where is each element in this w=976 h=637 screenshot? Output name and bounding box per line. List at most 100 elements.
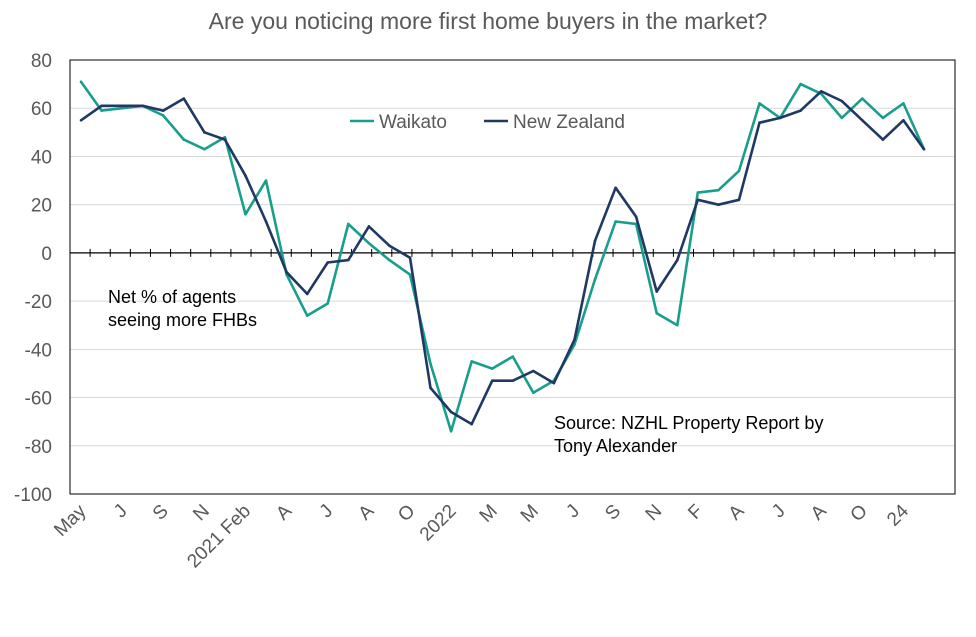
data-point-new-zealand <box>552 381 556 385</box>
data-point-new-zealand <box>511 379 515 382</box>
data-point-waikato <box>696 191 700 194</box>
y-tick-label: -100 <box>14 485 52 506</box>
data-point-waikato <box>429 362 432 366</box>
x-tick-label: A <box>355 500 379 524</box>
zero-axis <box>69 248 956 257</box>
data-point-new-zealand <box>244 174 247 178</box>
series-line-new-zealand <box>80 90 926 426</box>
data-point-new-zealand <box>758 121 761 124</box>
source-annotation-line-2: Tony Alexander <box>554 436 678 456</box>
data-point-new-zealand <box>182 97 186 100</box>
data-point-new-zealand <box>861 118 864 122</box>
data-point-waikato <box>490 367 494 370</box>
data-point-new-zealand <box>614 186 617 190</box>
data-point-waikato <box>840 116 844 120</box>
y-tick-label: -20 <box>25 292 52 313</box>
x-tick-label: A <box>725 500 749 524</box>
data-point-new-zealand <box>840 99 844 103</box>
y-annotation: Net % of agents seeing more FHBs <box>108 286 257 332</box>
data-point-new-zealand <box>141 104 144 108</box>
y-annotation-line-1: Net % of agents <box>108 287 237 307</box>
data-point-new-zealand <box>367 225 371 228</box>
data-point-new-zealand <box>696 198 700 202</box>
series-new-zealand <box>79 90 926 426</box>
legend-label-waikato: Waikato <box>379 112 447 133</box>
x-tick-label: M <box>517 501 543 527</box>
y-tick-label: 60 <box>31 99 52 120</box>
data-point-waikato <box>861 97 864 100</box>
data-point-new-zealand <box>922 147 926 151</box>
chart-title: Are you noticing more first home buyers … <box>208 8 768 34</box>
y-tick-label: -60 <box>25 389 52 410</box>
data-point-new-zealand <box>264 220 268 223</box>
data-point-new-zealand <box>490 379 494 382</box>
data-point-new-zealand <box>655 290 659 293</box>
data-point-new-zealand <box>593 239 597 243</box>
legend: Waikato New Zealand <box>350 112 625 133</box>
data-point-new-zealand <box>346 258 350 262</box>
y-tick-label: 0 <box>41 244 52 265</box>
data-point-new-zealand <box>223 138 227 141</box>
data-point-waikato <box>346 222 350 226</box>
x-tick-label: 2022 <box>416 501 461 546</box>
data-point-waikato <box>100 109 103 112</box>
x-tick-label: S <box>601 501 625 525</box>
data-point-waikato <box>408 273 412 276</box>
data-point-new-zealand <box>79 118 83 122</box>
data-point-waikato <box>532 391 535 395</box>
data-point-waikato <box>79 80 83 83</box>
data-point-new-zealand <box>532 369 535 373</box>
plot-border <box>69 59 956 495</box>
y-axis-ticks: 80 60 40 20 0 -20 -40 -60 -80 -100 <box>14 51 52 506</box>
x-tick-label: O <box>394 501 419 526</box>
x-tick-label: A <box>272 500 296 524</box>
data-point-waikato <box>367 241 371 245</box>
source-annotation-line-1: Source: NZHL Property Report by <box>554 413 824 433</box>
data-point-new-zealand <box>285 270 288 274</box>
data-point-waikato <box>449 430 453 433</box>
x-tick-label: M <box>476 501 502 527</box>
x-tick-label: 24 <box>883 500 913 530</box>
data-point-new-zealand <box>778 116 782 120</box>
x-tick-label: O <box>847 501 872 526</box>
y-tick-label: -80 <box>25 437 52 458</box>
series-lines <box>79 80 926 433</box>
data-point-waikato <box>614 220 617 223</box>
data-point-new-zealand <box>388 244 391 247</box>
x-tick-label: S <box>149 501 173 525</box>
data-point-new-zealand <box>799 109 802 112</box>
data-point-waikato <box>120 106 124 110</box>
data-point-new-zealand <box>161 109 165 112</box>
data-point-waikato <box>717 188 720 192</box>
data-point-new-zealand <box>819 90 823 93</box>
data-point-waikato <box>655 311 659 315</box>
data-point-waikato <box>223 135 227 139</box>
data-point-new-zealand <box>120 104 124 108</box>
data-point-new-zealand <box>902 118 905 122</box>
data-point-new-zealand <box>717 203 720 206</box>
source-annotation: Source: NZHL Property Report by Tony Ale… <box>554 412 823 458</box>
data-point-new-zealand <box>100 104 103 108</box>
data-point-waikato <box>161 114 165 117</box>
y-annotation-line-2: seeing more FHBs <box>108 310 258 330</box>
y-tick-label: 40 <box>31 147 52 168</box>
x-tick-label: J <box>110 501 132 523</box>
data-point-waikato <box>305 314 309 317</box>
data-point-waikato <box>902 102 905 105</box>
data-point-waikato <box>593 278 597 281</box>
data-point-new-zealand <box>675 258 679 262</box>
legend-label-new-zealand: New Zealand <box>513 112 625 133</box>
data-point-waikato <box>244 213 247 216</box>
data-point-waikato <box>264 179 268 182</box>
data-point-waikato <box>675 323 679 327</box>
data-point-new-zealand <box>881 138 885 141</box>
data-point-new-zealand <box>305 292 309 296</box>
data-point-waikato <box>182 138 186 141</box>
x-tick-label: J <box>316 501 338 523</box>
x-tick-label: J <box>562 501 584 523</box>
data-point-new-zealand <box>449 410 453 414</box>
data-point-new-zealand <box>634 215 638 219</box>
data-point-new-zealand <box>203 131 206 134</box>
